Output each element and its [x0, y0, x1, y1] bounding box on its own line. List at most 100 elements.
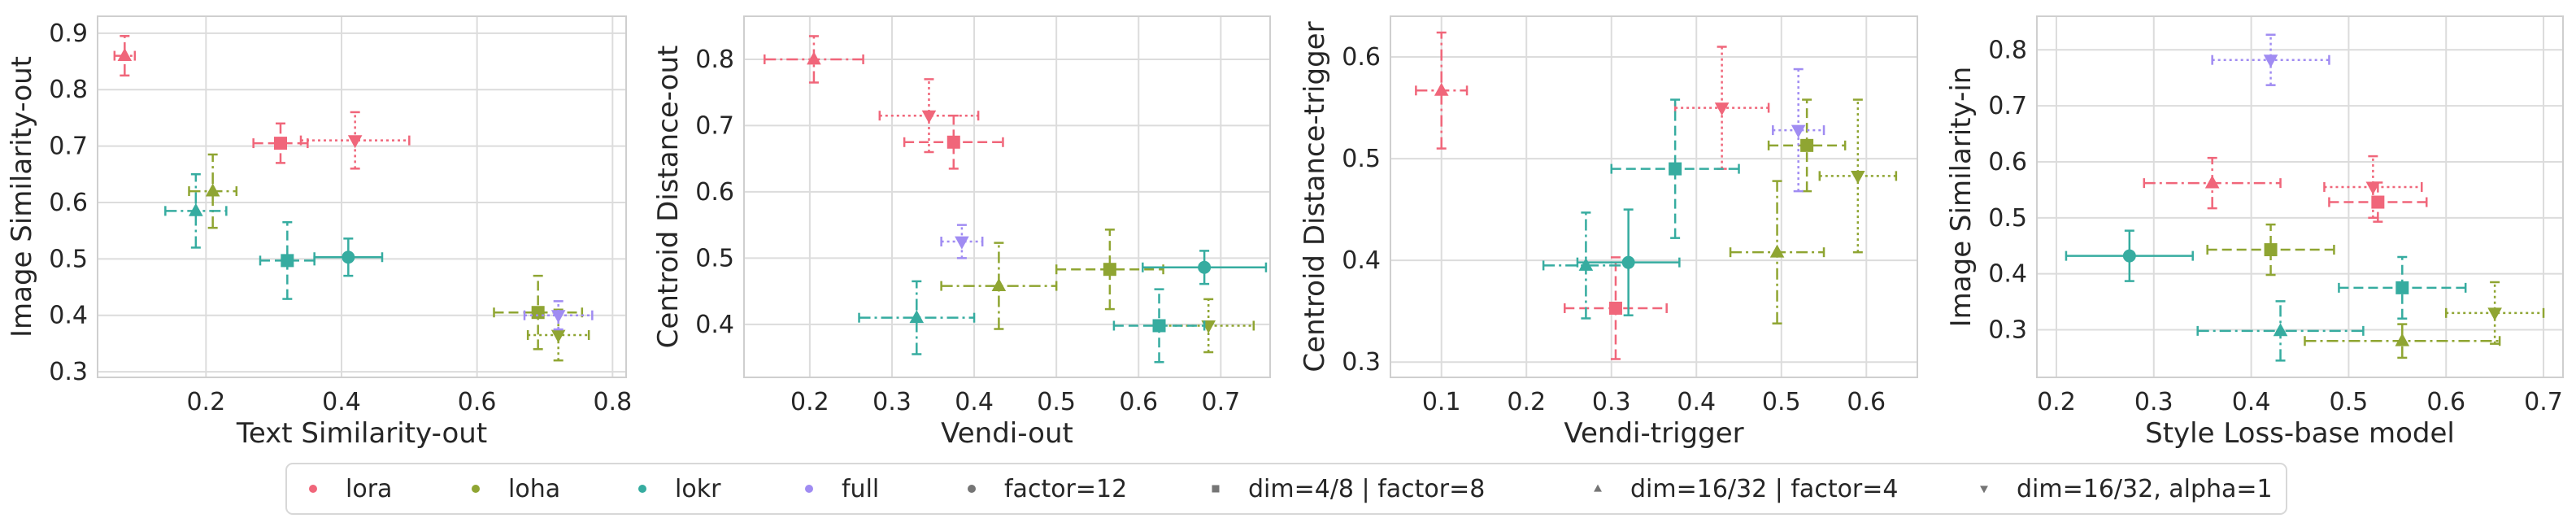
- marker-lokr: [2395, 281, 2409, 294]
- legend-item-full: full: [805, 475, 879, 503]
- marker-loha: [2264, 243, 2278, 257]
- y-tick-label: 0.3: [49, 358, 88, 386]
- plot-area: [744, 16, 1270, 377]
- x-tick-label: 0.8: [593, 388, 632, 416]
- data-point-loha: [1767, 98, 1847, 193]
- legend-marker: [472, 485, 480, 493]
- data-point-loha: [940, 242, 1058, 330]
- marker-loha: [2395, 333, 2410, 346]
- marker-lora: [274, 137, 287, 150]
- data-point-lokr: [1142, 250, 1268, 285]
- axes-frame: [2036, 15, 2564, 378]
- y-tick-label: 0.5: [49, 245, 88, 273]
- marker-lokr: [1578, 257, 1594, 271]
- y-tick-label: 0.8: [1988, 36, 2027, 64]
- y-tick-label: 0.8: [49, 76, 88, 104]
- x-tick-label: 0.6: [2426, 388, 2465, 416]
- data-point-loha: [1055, 229, 1164, 311]
- legend: lora loha lokr full factor=12 dim=4/8 | facto…: [285, 463, 2287, 515]
- axes-frame: [97, 15, 627, 378]
- y-tick-label: 0.4: [1988, 260, 2027, 289]
- subplot-2: 0.2 0.3 0.4 0.5 0.6 0.7 0.4 0.5 0.6 0.7 0.8 Vendi-o…: [652, 15, 1271, 450]
- marker-lora: [1608, 301, 1622, 315]
- x-tick-label: 0.7: [2524, 388, 2563, 416]
- data-point-lokr: [858, 280, 976, 355]
- legend-item-config-4: dim=16/32, alpha=1: [1980, 475, 2273, 503]
- plot-area: [1390, 16, 1917, 377]
- y-axis-label: Centroid Distance-out: [652, 46, 685, 349]
- legend-label: dim=16/32 | factor=4: [1630, 475, 1899, 503]
- marker-full: [2263, 54, 2278, 68]
- y-tick-label: 0.3: [1342, 348, 1381, 377]
- legend-label: factor=12: [1004, 475, 1127, 503]
- data-point-lokr: [1576, 208, 1681, 316]
- y-tick-label: 0.7: [695, 111, 734, 140]
- data-point-loha: [188, 153, 238, 229]
- legend-item-lora: lora: [309, 475, 392, 503]
- y-tick-label: 0.4: [695, 311, 734, 339]
- y-tick-label: 0.8: [695, 46, 734, 74]
- x-tick-label: 0.4: [322, 388, 361, 416]
- marker-lokr: [1621, 255, 1635, 269]
- x-tick-label: 0.5: [2330, 388, 2369, 416]
- data-point-lokr: [2338, 255, 2467, 320]
- data-point-lokr: [1112, 288, 1206, 364]
- marker-loha: [1769, 244, 1785, 258]
- marker-lokr: [1198, 260, 1212, 274]
- marker-lora: [1714, 102, 1730, 116]
- x-axis-label: Vendi-out: [941, 417, 1073, 450]
- y-tick-label: 0.7: [49, 133, 88, 161]
- marker-lora: [921, 110, 937, 124]
- data-point-lokr: [2065, 229, 2194, 282]
- legend-marker: [968, 485, 976, 493]
- plot-area: [2037, 16, 2563, 377]
- y-tick-label: 0.6: [49, 189, 88, 217]
- x-tick-label: 0.6: [1847, 388, 1886, 416]
- x-tick-label: 0.1: [1422, 388, 1461, 416]
- plot-area: [98, 16, 626, 377]
- legend-marker: [638, 485, 646, 493]
- y-axis-label: Image Similarity-in: [1945, 67, 1978, 328]
- x-axis-label: Style Loss-base model: [2145, 417, 2455, 450]
- legend-label: full: [842, 475, 879, 503]
- x-axis-label: Text Similarity-out: [236, 417, 487, 450]
- legend-item-config-1: factor=12: [968, 475, 1127, 503]
- y-tick-label: 0.6: [1988, 148, 2027, 176]
- y-tick-label: 0.7: [1988, 92, 2027, 120]
- legend-label: lokr: [675, 475, 721, 503]
- legend-label: lora: [346, 475, 392, 503]
- data-point-loha: [493, 274, 584, 351]
- x-tick-label: 0.2: [186, 388, 225, 416]
- data-point-lokr: [164, 173, 228, 249]
- data-point-lokr: [1542, 211, 1630, 320]
- data-point-full: [1772, 68, 1825, 193]
- x-tick-label: 0.2: [1507, 388, 1546, 416]
- data-point-lora: [2323, 155, 2423, 220]
- marker-loha: [2487, 307, 2502, 321]
- x-tick-label: 0.7: [1201, 388, 1240, 416]
- marker-lora: [2371, 195, 2385, 209]
- marker-loha: [1800, 138, 1814, 152]
- data-point-full: [940, 224, 984, 259]
- data-point-lokr: [1610, 98, 1740, 239]
- data-point-loha: [2304, 323, 2501, 359]
- y-tick-label: 0.4: [1342, 246, 1381, 275]
- y-axis-label: Centroid Distance-trigger: [1299, 21, 1331, 372]
- x-tick-label: 0.4: [955, 388, 994, 416]
- legend-marker: [1212, 485, 1220, 493]
- marker-loha: [1851, 170, 1865, 184]
- x-tick-label: 0.3: [2134, 388, 2174, 416]
- data-point-lora: [2143, 156, 2282, 210]
- legend-item-lokr: lokr: [638, 475, 721, 503]
- axes-frame: [743, 15, 1271, 378]
- data-point-lora: [764, 35, 864, 84]
- marker-lora: [117, 47, 133, 61]
- y-tick-label: 0.5: [1988, 204, 2027, 233]
- marker-loha: [991, 277, 1007, 291]
- data-point-loha: [526, 308, 590, 362]
- marker-lokr: [909, 310, 925, 324]
- x-tick-label: 0.4: [1677, 388, 1716, 416]
- legend-marker: [1980, 486, 1988, 494]
- data-point-full: [2211, 33, 2330, 86]
